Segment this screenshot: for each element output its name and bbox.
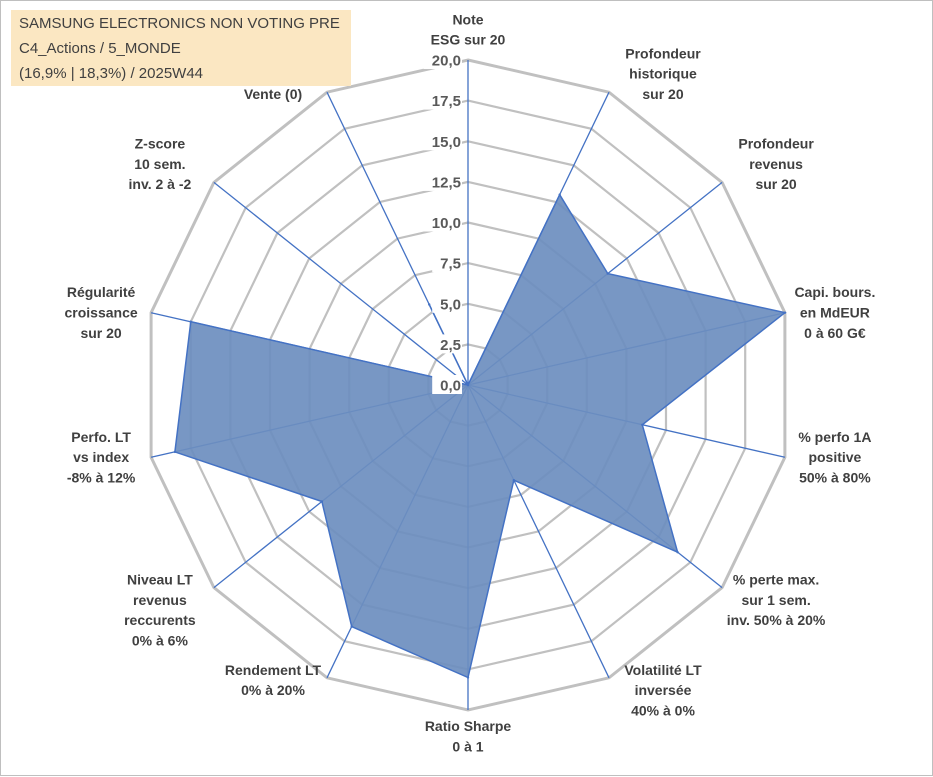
data-point-3 — [783, 311, 787, 314]
axis-label-7: Ratio Sharpe 0 à 1 — [425, 718, 512, 754]
svg-text:15,0: 15,0 — [432, 134, 461, 151]
axis-label-12: Z-score 10 sem. inv. 2 à -2 — [129, 136, 192, 193]
tick-layer: 0,0 2,5 5,0 7,5 10,0 12,5 15,0 17,5 20,0 — [423, 50, 462, 395]
tick-label-7: 17,5 — [423, 90, 462, 110]
axis-label-11: Régularité croissance sur 20 — [65, 284, 138, 341]
tick-label-8: 20,0 — [423, 50, 462, 70]
axis-label-2: Profondeur revenus sur 20 — [738, 136, 814, 193]
label-layer: Note ESG sur 20 Profondeur historique sur 20… — [65, 11, 876, 754]
svg-text:2,5: 2,5 — [440, 337, 461, 354]
svg-text:Rendement LT0% à 20%: Rendement LT 0% à 20% — [225, 662, 322, 698]
tick-label-6: 15,0 — [423, 131, 462, 151]
data-point-11 — [189, 320, 192, 323]
svg-text:% perte max.sur 1 sem.inv. 50%: % perte max. sur 1 sem. inv. 50% à 20% — [727, 572, 826, 629]
svg-text:7,5: 7,5 — [440, 256, 461, 273]
data-point-4 — [641, 423, 644, 426]
data-point-7 — [466, 676, 470, 679]
data-point-9 — [320, 500, 324, 503]
category-label: C4_Actions / 5_MONDE — [19, 40, 181, 57]
data-point-13 — [428, 303, 431, 306]
svg-text:0,0: 0,0 — [440, 378, 461, 395]
tick-label-5: 12,5 — [423, 171, 462, 191]
svg-text:10,0: 10,0 — [432, 215, 461, 232]
series-layer — [173, 193, 787, 679]
svg-text:12,5: 12,5 — [432, 174, 461, 191]
axis-label-1: Profondeur historique sur 20 — [625, 45, 701, 102]
axis-label-0: Note ESG sur 20 — [431, 11, 506, 47]
axis-label-5: % perte max. sur 1 sem. inv. 50% à 20% — [727, 572, 826, 629]
data-point-12 — [466, 383, 470, 387]
axis-label-8: Rendement LT 0% à 20% — [225, 662, 322, 698]
data-point-2 — [606, 272, 609, 275]
data-point-5 — [676, 551, 679, 554]
tick-label-4: 10,0 — [423, 212, 462, 232]
data-point-8 — [350, 625, 353, 628]
svg-text:5,0: 5,0 — [440, 296, 461, 313]
axis-spoke-12 — [213, 181, 469, 386]
info-box: SAMSUNG ELECTRONICS NON VOTING PRE C4_Ac… — [11, 10, 351, 86]
axis-label-9: Niveau LT revenus reccurents 0% à 6% — [124, 572, 196, 649]
data-point-10 — [173, 450, 177, 454]
svg-text:20,0: 20,0 — [432, 53, 461, 70]
axis-label-4: % perfo 1A positive 50% à 80% — [798, 429, 871, 486]
stock-name: SAMSUNG ELECTRONICS NON VOTING PRE — [19, 15, 340, 32]
performance-label: (16,9% | 18,3%) / 2025W44 — [19, 65, 203, 82]
tick-label-1: 2,5 — [432, 334, 462, 354]
axis-label-6: Volatilité LT inversée 40% à 0% — [624, 662, 702, 719]
axis-label-3: Capi. bours. en MdEUR 0 à 60 G€ — [794, 284, 875, 341]
axis-label-10: Perfo. LT vs index -8% à 12% — [67, 429, 136, 486]
tick-label-2: 5,0 — [432, 293, 462, 313]
data-point-1 — [558, 193, 561, 196]
tick-label-0: 0,0 — [432, 375, 462, 395]
tick-label-3: 7,5 — [432, 253, 462, 273]
svg-text:17,5: 17,5 — [432, 93, 461, 110]
data-point-6 — [512, 479, 515, 482]
